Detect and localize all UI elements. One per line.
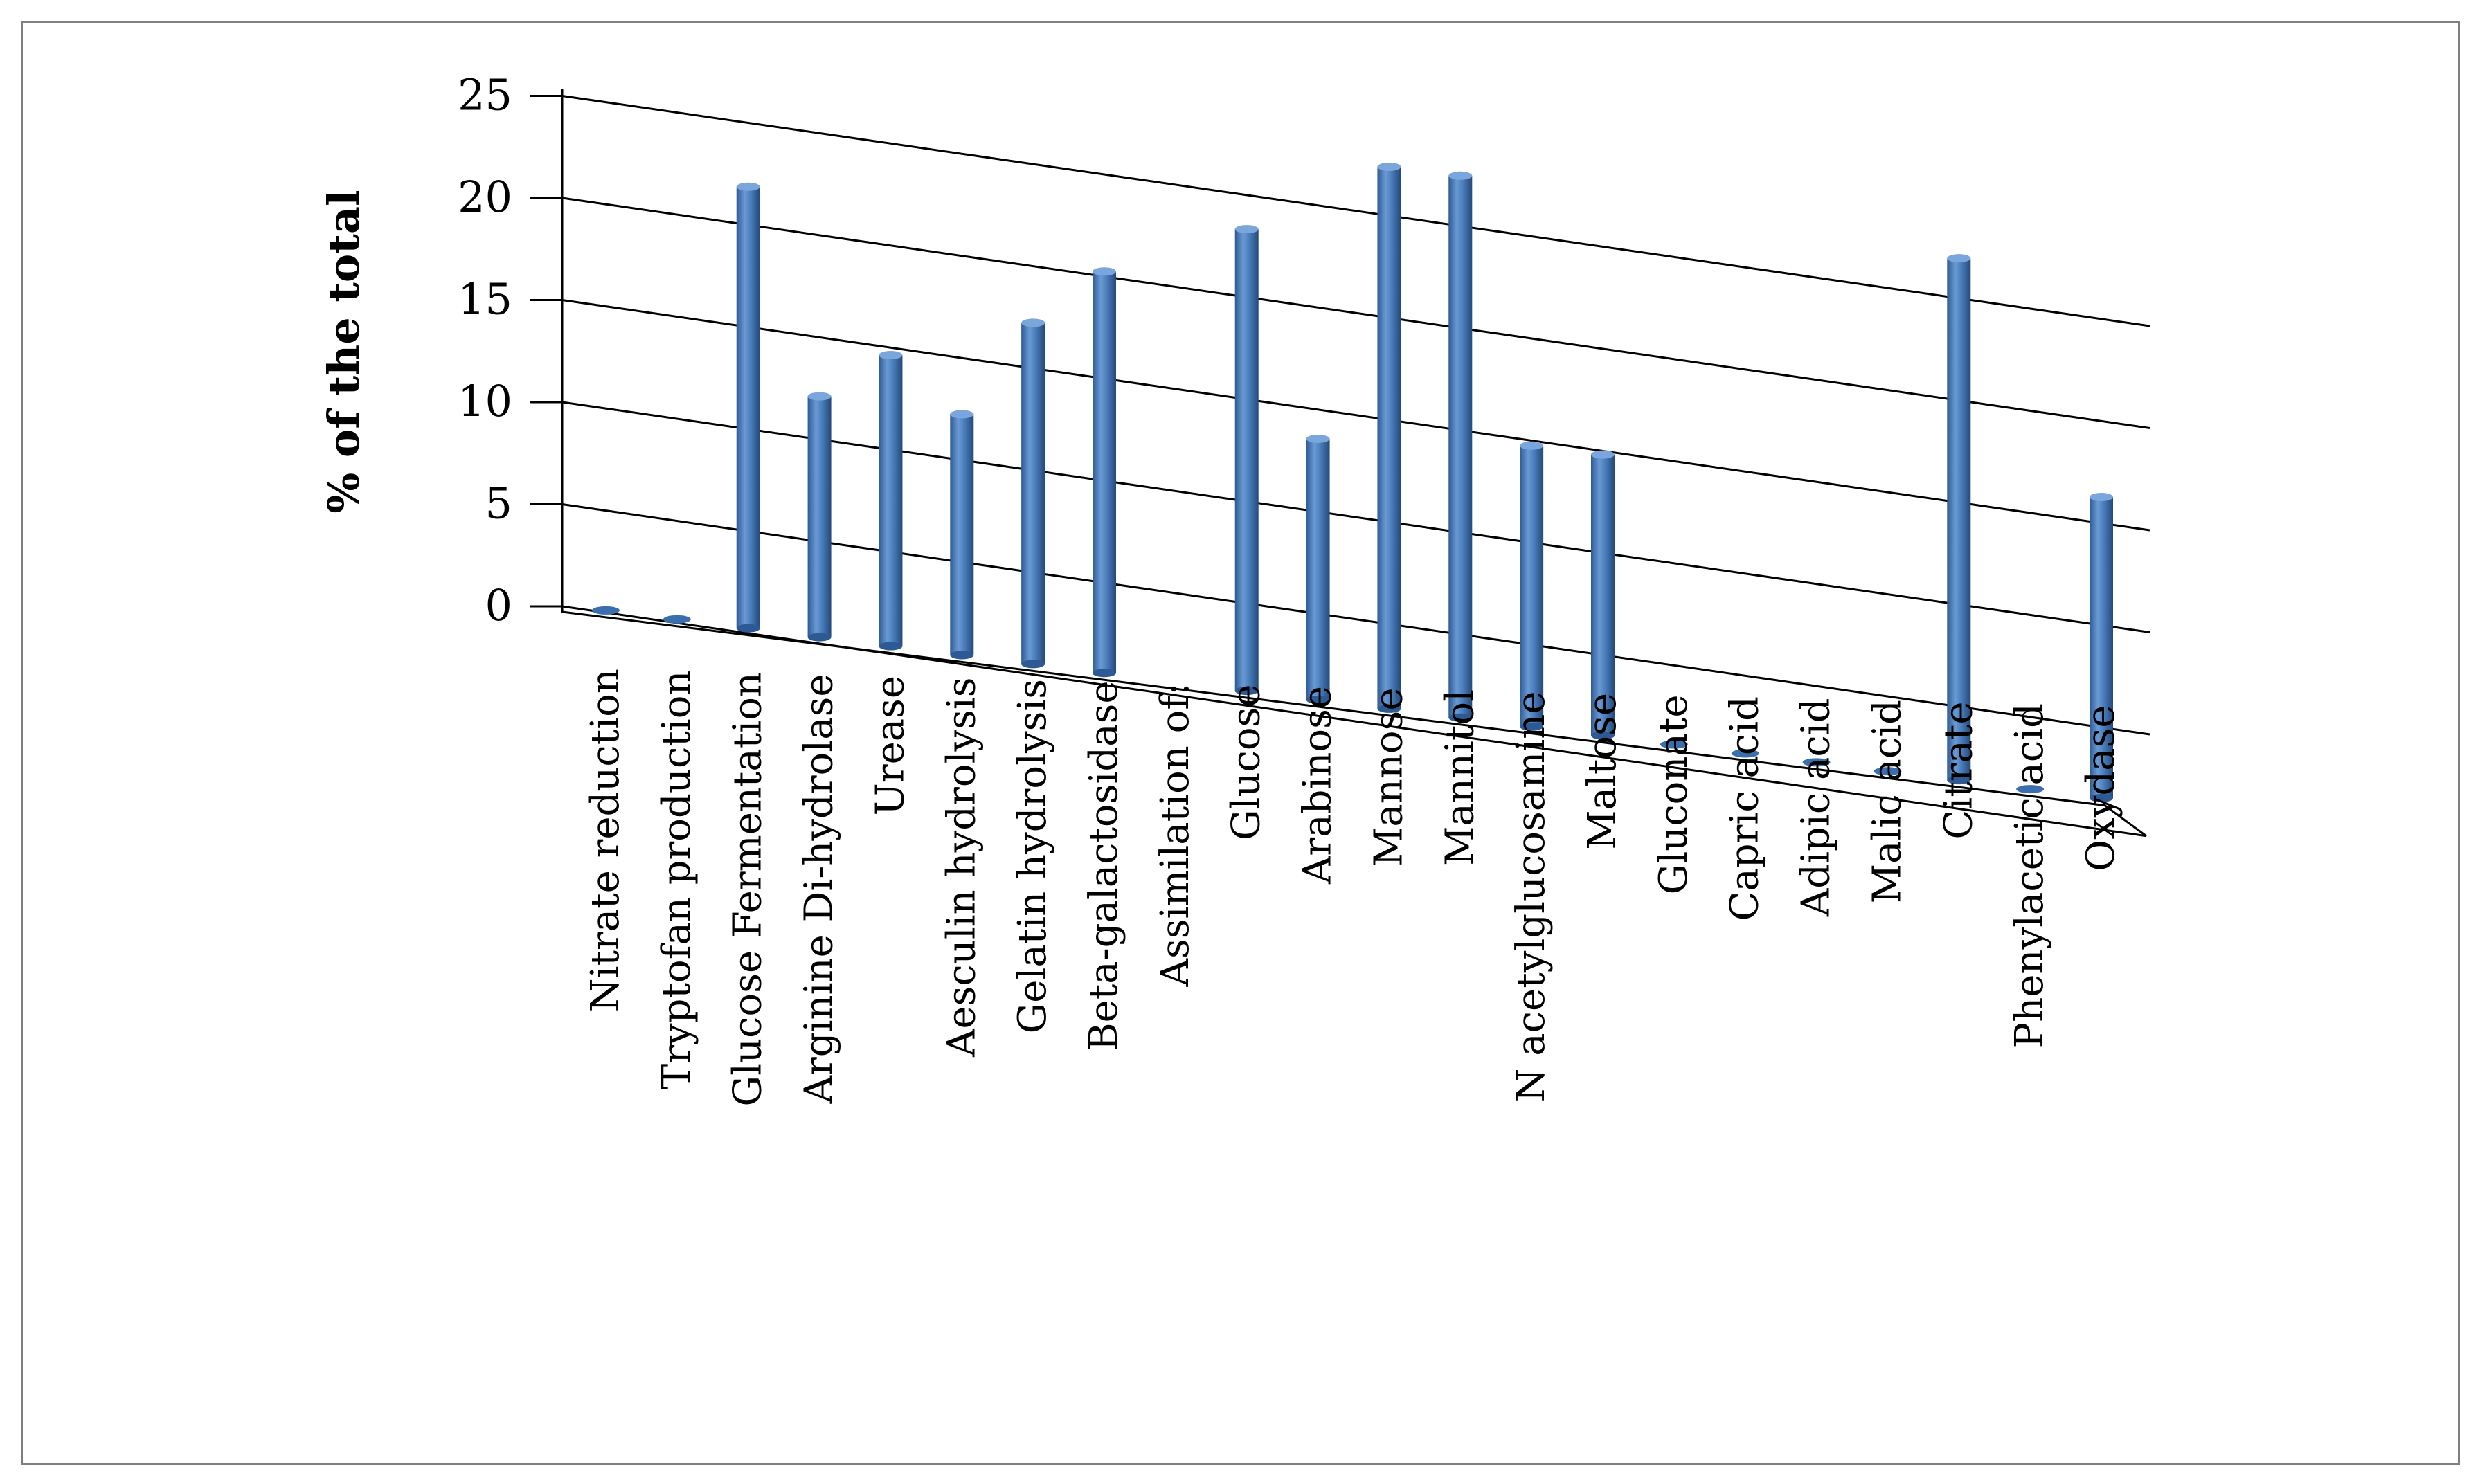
- bars: [592, 162, 2113, 802]
- bar-12: [1448, 171, 1473, 722]
- category-label: Adipic acid: [1794, 698, 1839, 918]
- bar-20: [2016, 785, 2045, 794]
- bar-17: [1802, 758, 1831, 767]
- category-label: Gluconate: [1651, 695, 1696, 895]
- category-label: Arginine Di-hydrolase: [797, 674, 842, 1105]
- gridline: [561, 401, 2150, 633]
- category-label: Oxydase: [2078, 705, 2123, 871]
- category-label: Capric acid: [1723, 696, 1768, 921]
- y-tick-label: 5: [485, 478, 512, 529]
- y-axis-ticks: 0 5 10 15 20 25: [458, 70, 512, 631]
- chart-floor: [561, 605, 2147, 838]
- category-label: Glucose: [1224, 685, 1269, 841]
- category-label: Gelatin hydrolysis: [1010, 679, 1055, 1033]
- category-label: Nitrate reduction: [583, 669, 628, 1012]
- y-tick-label: 10: [458, 376, 512, 426]
- category-label: Beta-galactosidase: [1081, 681, 1126, 1051]
- bar-1: [663, 615, 691, 624]
- category-label: Assimilation of:: [1153, 682, 1198, 987]
- category-label: Mannitol: [1437, 689, 1482, 866]
- gridline: [561, 95, 2150, 327]
- bar-15: [1660, 740, 1688, 749]
- bar-9: [1234, 225, 1259, 696]
- gridline: [561, 197, 2150, 429]
- gridline: [561, 299, 2150, 532]
- category-label: Mannose: [1366, 688, 1411, 867]
- floor-plane: [561, 605, 2147, 838]
- bar-4: [879, 351, 903, 651]
- y-tick-label: 20: [458, 172, 512, 222]
- bar-2: [736, 182, 760, 633]
- category-label: N acetylglucosamine: [1509, 691, 1554, 1103]
- category-label: Aesculin hydrolysis: [939, 678, 984, 1058]
- y-axis-title: % of the total: [318, 190, 369, 513]
- bar-0: [592, 606, 620, 615]
- bar-16: [1731, 749, 1759, 758]
- bar-11: [1377, 162, 1401, 713]
- category-label: Maltose: [1580, 693, 1625, 850]
- bar-6: [1021, 318, 1045, 669]
- category-label: Citrate: [1936, 702, 1981, 840]
- bar-7: [1093, 267, 1116, 678]
- category-label: Urease: [868, 676, 913, 815]
- bar-21: [2090, 492, 2113, 802]
- bar-5: [950, 410, 974, 660]
- category-label: Malic acid: [1864, 700, 1910, 903]
- y-tick-label: 0: [485, 580, 512, 631]
- category-label: Phenylacetic acid: [2007, 703, 2052, 1048]
- category-label: Tryptofan production: [654, 671, 699, 1090]
- bar-13: [1520, 441, 1544, 731]
- category-label: Arabinose: [1295, 686, 1340, 885]
- gridlines: [530, 89, 2150, 736]
- bar-3: [807, 392, 832, 642]
- bar-10: [1306, 434, 1330, 704]
- y-tick-label: 15: [458, 274, 512, 325]
- bar-18: [1874, 767, 1902, 776]
- category-label: Glucose Fermentation: [726, 672, 771, 1107]
- y-tick-label: 25: [458, 70, 512, 120]
- bar-19: [1947, 254, 1971, 785]
- bar-14: [1591, 450, 1615, 740]
- x-axis-category-labels: Nitrate reduction Tryptofan production Glu…: [583, 669, 2123, 1107]
